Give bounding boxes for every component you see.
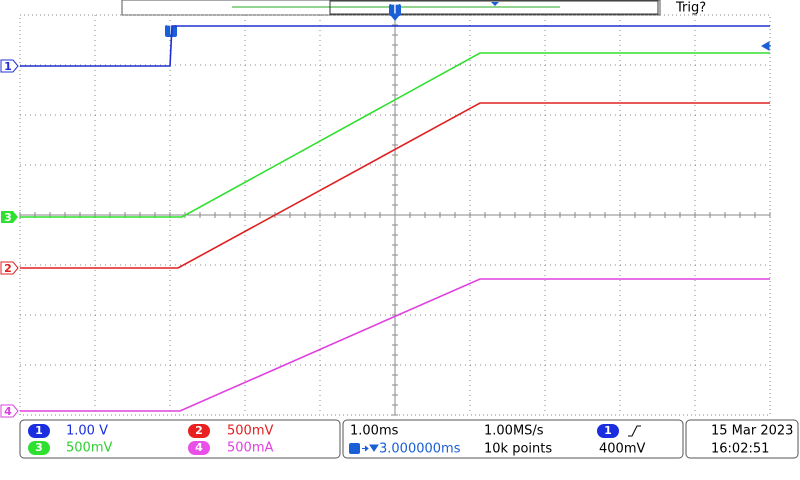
view-window xyxy=(329,0,659,15)
ch4-marker: 4 xyxy=(0,404,19,418)
marker-label: 4 xyxy=(4,405,12,418)
trigger-slope-rising xyxy=(628,425,641,437)
date: 15 Mar 2023 xyxy=(711,424,793,439)
graticule xyxy=(19,14,771,416)
ch4-badge xyxy=(188,441,210,455)
horizontal-position: 3.000000ms xyxy=(379,442,461,457)
trigger-level-marker xyxy=(760,41,771,51)
trace-ch1 xyxy=(20,25,770,67)
marker-label: 3 xyxy=(4,211,12,224)
ch2-marker: 2 xyxy=(0,261,19,275)
ch4-scale: 500mA xyxy=(227,441,273,456)
ch1-scale: 1.00 V xyxy=(66,424,108,439)
ch1-marker: 1 xyxy=(0,59,19,73)
trigger-t: T xyxy=(166,24,175,39)
graticule-border xyxy=(19,14,771,416)
ch2-scale: 500mV xyxy=(227,424,273,439)
ch2-badge xyxy=(188,424,210,438)
ch3-badge-label: 3 xyxy=(35,441,43,454)
marker-label: 2 xyxy=(4,262,12,275)
trigger-source-badge xyxy=(597,424,619,438)
trigger-position-marker: T xyxy=(389,3,401,21)
trigger-t: T xyxy=(390,3,399,18)
sample-rate: 1.00MS/s xyxy=(484,424,544,439)
trigger-source: 1 xyxy=(604,424,612,437)
trigger-status: Trig? xyxy=(675,1,706,16)
record-length: 10k points xyxy=(484,442,552,457)
time: 16:02:51 xyxy=(711,442,769,457)
ch3-scale: 500mV xyxy=(66,441,112,456)
ch4-badge-label: 4 xyxy=(195,441,203,454)
ch2-badge-label: 2 xyxy=(195,424,203,437)
marker-label: 1 xyxy=(4,60,12,73)
trigger-level: 400mV xyxy=(599,442,645,457)
ch3-badge xyxy=(28,441,50,455)
datetime-panel xyxy=(685,419,799,459)
ch1-badge-label: 1 xyxy=(35,424,43,437)
view-marker xyxy=(491,2,499,6)
trace-ch2 xyxy=(20,102,770,269)
time-scale: 1.00ms xyxy=(350,424,399,439)
position-icon xyxy=(349,443,379,454)
channel-panel xyxy=(19,419,341,459)
trace-ch3 xyxy=(20,52,770,218)
trace-ch4 xyxy=(20,278,770,412)
ch1-badge xyxy=(28,424,50,438)
ch3-marker: 3 xyxy=(1,211,18,224)
